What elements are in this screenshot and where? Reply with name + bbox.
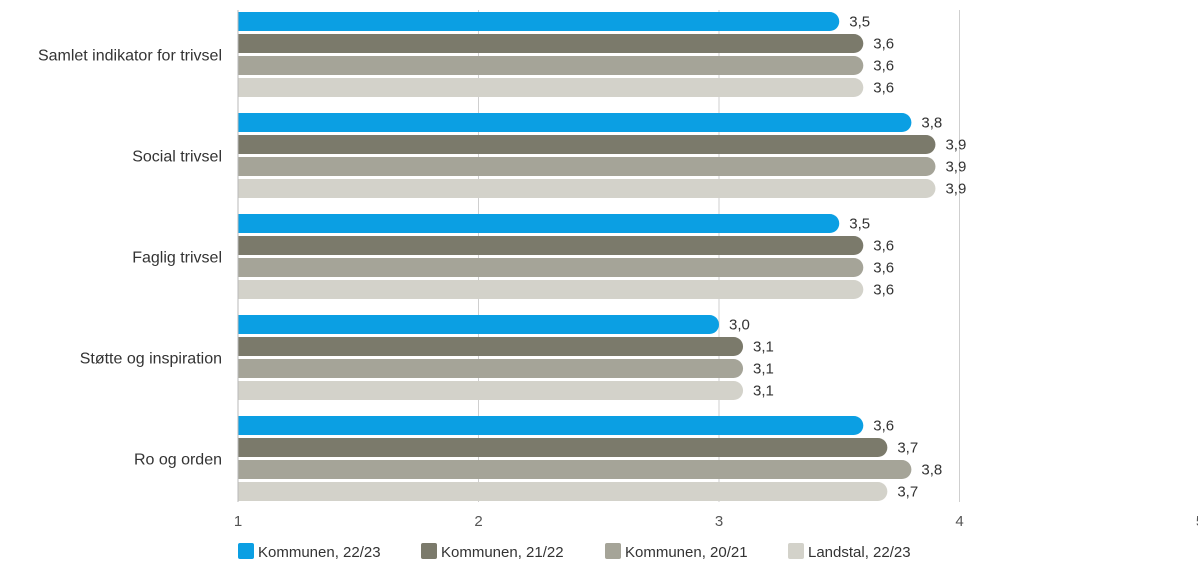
data-label: 3,6 [873,282,894,299]
legend-label: Kommunen, 20/21 [625,544,748,561]
data-label: 3,7 [897,440,918,457]
bar[interactable] [238,236,863,255]
x-tick-label: 2 [474,513,482,530]
category-labels: Samlet indikator for trivsel Social trivs… [38,48,222,469]
bar[interactable] [238,280,863,299]
bar[interactable] [238,135,935,154]
data-label: 3,6 [873,36,894,53]
bar[interactable] [238,416,863,435]
bar[interactable] [238,12,839,31]
x-tick-label: 1 [234,513,242,530]
bar[interactable] [238,337,743,356]
category-label: Faglig trivsel [132,250,222,267]
bar[interactable] [238,258,863,277]
bar[interactable] [238,179,935,198]
bar[interactable] [238,359,743,378]
x-tick-labels: 12345 [234,513,1198,530]
legend-label: Kommunen, 21/22 [441,544,564,561]
legend-item[interactable]: Kommunen, 20/21 [605,543,748,561]
category-label: Støtte og inspiration [80,351,222,368]
category-label: Social trivsel [132,149,222,166]
legend-swatch [605,543,621,559]
data-label: 3,9 [945,159,966,176]
bar[interactable] [238,482,887,501]
data-label: 3,1 [753,339,774,356]
legend-item[interactable]: Kommunen, 22/23 [238,543,381,561]
data-label: 3,1 [753,361,774,378]
legend: Kommunen, 22/23 Kommunen, 21/22 Kommunen, … [238,543,911,561]
bar[interactable] [238,438,887,457]
bar[interactable] [238,381,743,400]
legend-item[interactable]: Landstal, 22/23 [788,543,911,561]
legend-label: Landstal, 22/23 [808,544,911,561]
legend-item[interactable]: Kommunen, 21/22 [421,543,564,561]
data-label: 3,8 [921,115,942,132]
bar[interactable] [238,460,911,479]
category-label: Samlet indikator for trivsel [38,48,222,65]
data-label: 3,5 [849,14,870,31]
data-label: 3,5 [849,216,870,233]
legend-swatch [421,543,437,559]
data-label: 3,8 [921,462,942,479]
bar[interactable] [238,78,863,97]
data-label: 3,6 [873,260,894,277]
bar[interactable] [238,34,863,53]
legend-label: Kommunen, 22/23 [258,544,381,561]
bar[interactable] [238,157,935,176]
bar[interactable] [238,56,863,75]
data-label: 3,7 [897,484,918,501]
bars [238,12,935,501]
data-label: 3,6 [873,80,894,97]
data-label: 3,6 [873,238,894,255]
data-label: 3,0 [729,317,750,334]
data-label: 3,9 [945,181,966,198]
x-tick-label: 4 [955,513,963,530]
legend-swatch [788,543,804,559]
data-label: 3,1 [753,383,774,400]
data-label: 3,9 [945,137,966,154]
x-tick-label: 3 [715,513,723,530]
bar[interactable] [238,315,719,334]
data-label: 3,6 [873,418,894,435]
category-label: Ro og orden [134,452,222,469]
legend-swatch [238,543,254,559]
bar[interactable] [238,214,839,233]
bar[interactable] [238,113,911,132]
data-label: 3,6 [873,58,894,75]
